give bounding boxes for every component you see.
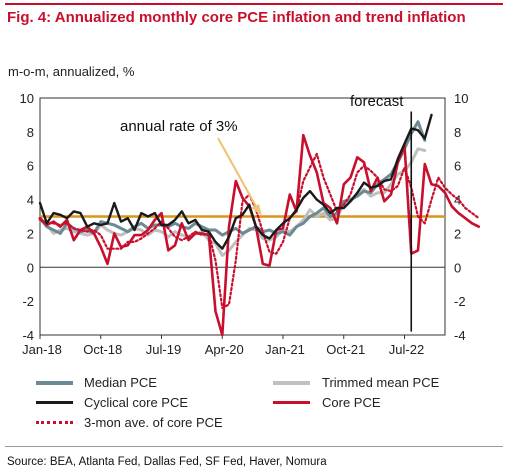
x-tick-label: Jul-19 [146,342,181,357]
y-tick-right: 6 [454,159,461,174]
x-tick-label: Jan-18 [22,342,62,357]
x-tick-label: Jan-21 [265,342,305,357]
legend-label-core: Core PCE [322,395,381,410]
legend-swatch-threemon [36,421,73,424]
chart-title: Fig. 4: Annualized monthly core PCE infl… [7,9,466,26]
legend-swatch-trimmed [273,381,310,385]
y-tick-right: 2 [454,226,461,241]
y-tick-left: 10 [20,91,34,106]
legend-swatch-cyclical [36,401,73,404]
source-note: Source: BEA, Atlanta Fed, Dallas Fed, SF… [7,456,327,468]
y-tick-right: 0 [454,260,461,275]
x-tick-label: Oct-21 [326,342,365,357]
annual-rate-annotation: annual rate of 3% [120,118,238,135]
legend-swatch-core [273,401,310,404]
annotation-arrow [217,137,259,211]
legend-label-cyclical: Cyclical core PCE [84,395,189,410]
y-tick-left: 0 [27,260,34,275]
legend-label-trimmed: Trimmed mean PCE [322,375,440,390]
forecast-annotation: forecast [350,93,404,110]
y-axis-label: m-o-m, annualized, % [8,64,135,79]
y-tick-right: 10 [454,91,468,106]
chart-annotations [217,111,413,332]
series-line-core [38,133,481,337]
y-tick-right: 8 [454,125,461,140]
y-tick-left: 4 [27,193,34,208]
y-tick-right: -4 [454,328,466,343]
y-tick-left: 6 [27,159,34,174]
y-tick-left: 2 [27,226,34,241]
annotation-arrowhead [251,204,262,216]
x-tick-label: Jul-22 [389,342,424,357]
y-tick-left: -2 [22,294,34,309]
chart-series [38,113,481,337]
legend-label-median: Median PCE [84,375,157,390]
x-tick-label: Apr-20 [205,342,244,357]
title-rule [5,3,503,5]
x-tick-label: Oct-18 [83,342,122,357]
y-tick-left: -4 [22,328,34,343]
source-rule [5,446,503,447]
legend-label-threemon: 3-mon ave. of core PCE [84,415,223,430]
legend-swatch-median [36,381,73,385]
y-tick-right: -2 [454,294,466,309]
series-line-cyclical [38,113,433,250]
y-tick-left: 8 [27,125,34,140]
